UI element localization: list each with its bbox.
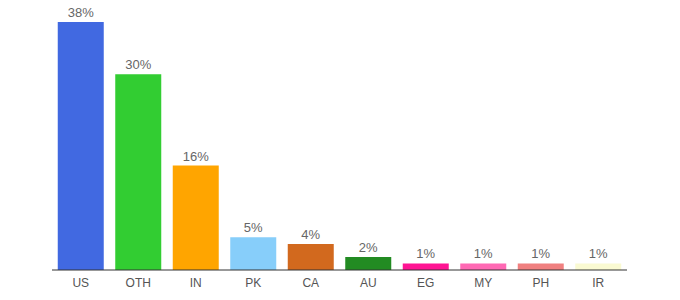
svg-text:38%: 38%: [68, 5, 94, 20]
svg-text:US: US: [72, 276, 89, 290]
svg-text:PH: PH: [532, 276, 549, 290]
svg-text:AU: AU: [360, 276, 377, 290]
svg-text:CA: CA: [302, 276, 319, 290]
svg-text:1%: 1%: [416, 246, 435, 261]
svg-text:1%: 1%: [589, 246, 608, 261]
svg-text:1%: 1%: [531, 246, 550, 261]
svg-text:4%: 4%: [301, 227, 320, 242]
svg-text:IR: IR: [592, 276, 604, 290]
svg-text:30%: 30%: [125, 57, 151, 72]
svg-text:16%: 16%: [183, 149, 209, 164]
svg-text:2%: 2%: [359, 240, 378, 255]
svg-text:MY: MY: [474, 276, 492, 290]
svg-text:5%: 5%: [244, 220, 263, 235]
svg-text:IN: IN: [190, 276, 202, 290]
svg-text:PK: PK: [245, 276, 261, 290]
svg-text:1%: 1%: [474, 246, 493, 261]
svg-text:OTH: OTH: [126, 276, 151, 290]
svg-text:EG: EG: [417, 276, 434, 290]
